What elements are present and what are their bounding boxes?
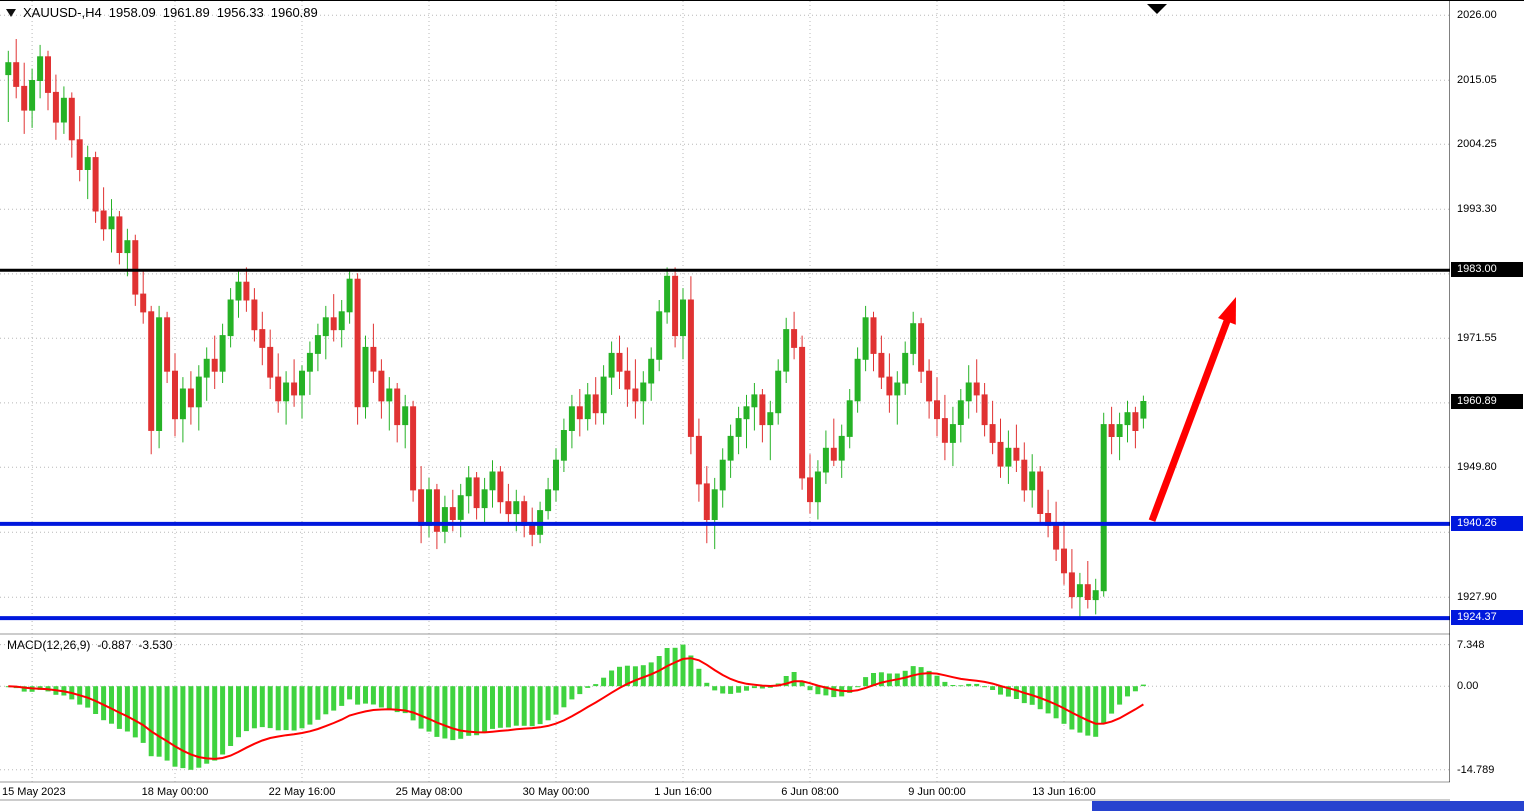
time-axis[interactable]: 15 May 2023 18 May 00:00 22 May 16:00 25 Ma… bbox=[0, 784, 1450, 800]
horizontal-scrollbar[interactable] bbox=[1092, 801, 1524, 811]
time-tick-label: 22 May 16:00 bbox=[268, 786, 336, 798]
ohlc-low: 1956.33 bbox=[216, 5, 264, 20]
trend-arrow[interactable] bbox=[1148, 297, 1236, 522]
price-tick-label: 2026.00 bbox=[1457, 9, 1497, 22]
price-badge: 1960.89 bbox=[1451, 393, 1523, 409]
macd-tick-label: -14.789 bbox=[1457, 763, 1495, 776]
macd-tick-label: 7.348 bbox=[1457, 638, 1485, 651]
symbol-period-label: XAUUSD-,H4 bbox=[23, 5, 102, 20]
time-tick-label: 6 Jun 08:00 bbox=[781, 786, 839, 798]
macd-histogram bbox=[5, 644, 1146, 770]
time-tick-label: 15 May 2023 bbox=[2, 786, 66, 798]
ohlc-open: 1958.09 bbox=[108, 5, 156, 20]
time-tick-label: 1 Jun 16:00 bbox=[654, 786, 712, 798]
expand-arrow-icon[interactable] bbox=[6, 8, 16, 17]
price-badge: 1924.37 bbox=[1451, 610, 1523, 626]
candles bbox=[5, 39, 1147, 618]
price-axis[interactable]: 2026.00 2015.05 2004.25 1993.30 1971.55 1949.… bbox=[1450, 1, 1524, 811]
price-tick-label: 1949.80 bbox=[1457, 461, 1497, 474]
ohlc-high: 1961.89 bbox=[162, 5, 210, 20]
time-tick-label: 13 Jun 16:00 bbox=[1032, 786, 1096, 798]
price-badge: 1940.26 bbox=[1451, 515, 1523, 531]
price-tick-label: 1971.55 bbox=[1457, 332, 1497, 345]
time-tick-label: 9 Jun 00:00 bbox=[908, 786, 966, 798]
ohlc-close: 1960.89 bbox=[270, 5, 318, 20]
time-tick-label: 25 May 08:00 bbox=[395, 786, 463, 798]
price-badge: 1983.00 bbox=[1451, 262, 1523, 278]
macd-value-signal: -3.530 bbox=[138, 638, 173, 652]
macd-indicator-label: MACD(12,26,9) -0.887 -3.530 bbox=[7, 638, 172, 652]
price-tick-label: 2015.05 bbox=[1457, 74, 1497, 87]
macd-value-main: -0.887 bbox=[97, 638, 132, 652]
price-tick-label: 1927.90 bbox=[1457, 591, 1497, 604]
price-tick-label: 2004.25 bbox=[1457, 138, 1497, 151]
time-tick-label: 18 May 00:00 bbox=[141, 786, 209, 798]
macd-tick-label: 0.00 bbox=[1457, 680, 1479, 693]
price-tick-label: 1993.30 bbox=[1457, 203, 1497, 216]
chart-shift-marker-icon bbox=[1147, 4, 1167, 14]
time-tick-label: 30 May 00:00 bbox=[522, 786, 590, 798]
macd-name: MACD(12,26,9) bbox=[7, 638, 91, 652]
macd-signal-line bbox=[8, 657, 1144, 760]
grid-lines bbox=[0, 1, 1450, 782]
chart-header: XAUUSD-,H4 1958.09 1961.89 1956.33 1960.… bbox=[6, 5, 318, 20]
